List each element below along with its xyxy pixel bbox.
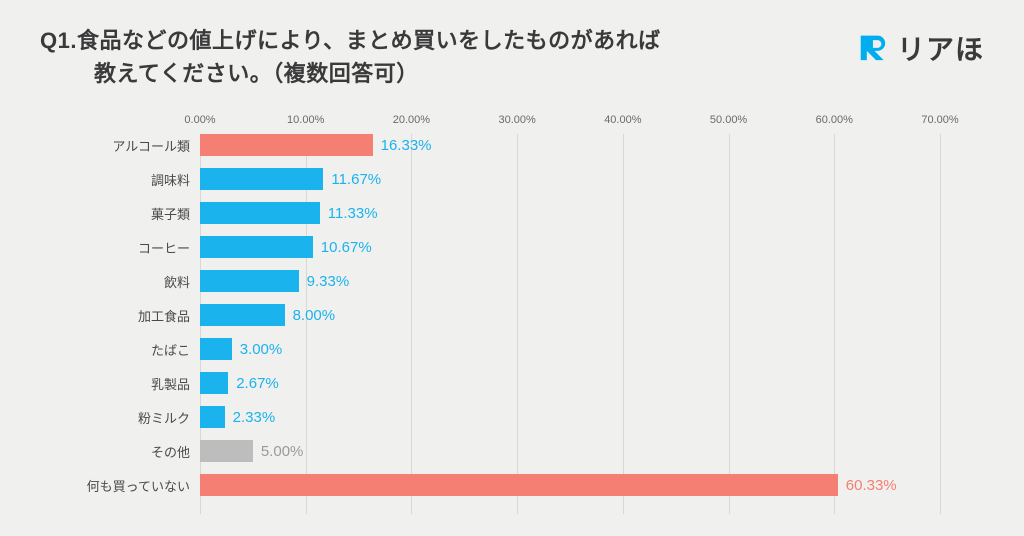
bar-row: 粉ミルク2.33%	[200, 406, 940, 428]
title-line2: 教えてください。（複数回答可）	[40, 57, 661, 90]
category-label: 乳製品	[151, 374, 200, 393]
category-label: その他	[151, 442, 200, 461]
x-axis-tick: 20.00%	[393, 114, 430, 126]
bar-value-label: 2.67%	[236, 375, 279, 392]
x-axis-tick: 30.00%	[498, 114, 535, 126]
gridline	[940, 134, 941, 514]
x-axis-tick: 50.00%	[710, 114, 747, 126]
bar-value-label: 11.67%	[331, 171, 381, 188]
bar	[200, 236, 313, 258]
bar-row: 乳製品2.67%	[200, 372, 940, 394]
bar-row: 加工食品8.00%	[200, 304, 940, 326]
bar-value-label: 3.00%	[240, 341, 283, 358]
bar-row: コーヒー10.67%	[200, 236, 940, 258]
brand-logo: リアほ	[859, 28, 984, 68]
category-label: 加工食品	[138, 306, 200, 325]
bar	[200, 168, 323, 190]
bar	[200, 338, 232, 360]
bar-value-label: 5.00%	[261, 443, 304, 460]
bar-value-label: 9.33%	[307, 273, 350, 290]
category-label: たばこ	[151, 340, 200, 359]
chart-title: Q1.食品などの値上げにより、まとめ買いをしたものがあれば 教えてください。（複…	[40, 24, 661, 90]
category-label: アルコール類	[112, 136, 200, 155]
x-axis-tick: 70.00%	[921, 114, 958, 126]
category-label: 菓子類	[151, 204, 200, 223]
bar	[200, 474, 838, 496]
category-label: 飲料	[164, 272, 200, 291]
category-label: 調味料	[151, 170, 200, 189]
bar	[200, 304, 285, 326]
bar-chart: 0.00% 10.00% 20.00% 30.00% 40.00% 50.00% 60.00…	[40, 110, 980, 520]
bar-value-label: 60.33%	[846, 477, 897, 494]
bar	[200, 270, 299, 292]
bar-value-label: 8.00%	[293, 307, 336, 324]
x-axis-tick: 60.00%	[816, 114, 853, 126]
bar-row: その他5.00%	[200, 440, 940, 462]
category-label: コーヒー	[138, 238, 200, 257]
bar	[200, 134, 373, 156]
category-label: 何も買っていない	[87, 476, 200, 495]
bar	[200, 202, 320, 224]
x-axis-tick: 40.00%	[604, 114, 641, 126]
x-axis-tick: 0.00%	[184, 114, 215, 126]
bar	[200, 440, 253, 462]
bar-row: 何も買っていない60.33%	[200, 474, 940, 496]
bar-row: たばこ3.00%	[200, 338, 940, 360]
logo-r-icon	[859, 31, 893, 65]
x-axis-tick: 10.00%	[287, 114, 324, 126]
title-prefix: Q1.	[40, 28, 77, 53]
bar-value-label: 2.33%	[233, 409, 276, 426]
bar	[200, 372, 228, 394]
logo-text: リアほ	[897, 28, 984, 68]
bar-row: アルコール類16.33%	[200, 134, 940, 156]
bar-row: 菓子類11.33%	[200, 202, 940, 224]
bar-value-label: 11.33%	[328, 205, 378, 222]
bar-value-label: 16.33%	[381, 137, 432, 154]
bar-row: 調味料11.67%	[200, 168, 940, 190]
bar	[200, 406, 225, 428]
bar-row: 飲料9.33%	[200, 270, 940, 292]
category-label: 粉ミルク	[138, 408, 200, 427]
bar-value-label: 10.67%	[321, 239, 372, 256]
title-line1: 食品などの値上げにより、まとめ買いをしたものがあれば	[77, 28, 661, 53]
